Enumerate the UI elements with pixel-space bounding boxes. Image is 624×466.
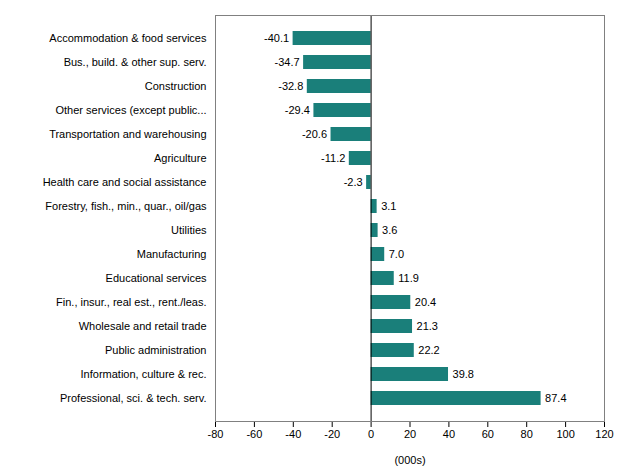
- svg-text:Health care and social assista: Health care and social assistance: [43, 176, 207, 188]
- svg-text:100: 100: [556, 428, 574, 440]
- svg-text:11.9: 11.9: [398, 272, 419, 284]
- svg-text:Information, culture & rec.: Information, culture & rec.: [81, 368, 207, 380]
- svg-text:Agriculture: Agriculture: [154, 152, 207, 164]
- svg-text:-2.3: -2.3: [344, 176, 363, 188]
- svg-text:80: 80: [521, 428, 533, 440]
- svg-text:87.4: 87.4: [545, 392, 566, 404]
- svg-text:-11.2: -11.2: [321, 152, 345, 164]
- svg-text:-20.6: -20.6: [302, 128, 327, 140]
- svg-text:Public administration: Public administration: [105, 344, 207, 356]
- svg-text:40: 40: [443, 428, 455, 440]
- svg-text:Utilities: Utilities: [171, 224, 207, 236]
- svg-text:-40: -40: [285, 428, 301, 440]
- svg-text:Forestry, fish., min., quar.,: Forestry, fish., min., quar., oil/gas: [45, 200, 207, 212]
- svg-text:60: 60: [482, 428, 494, 440]
- svg-text:21.3: 21.3: [417, 320, 438, 332]
- svg-text:(000s): (000s): [394, 454, 425, 466]
- svg-text:Fin., insur., real est., rent.: Fin., insur., real est., rent./leas.: [56, 296, 206, 308]
- svg-text:-20: -20: [324, 428, 340, 440]
- svg-text:Professional, sci. & tech. ser: Professional, sci. & tech. serv.: [60, 392, 207, 404]
- svg-text:120: 120: [595, 428, 613, 440]
- svg-text:Other services (except public.: Other services (except public...: [55, 104, 206, 116]
- svg-text:Transportation and warehousing: Transportation and warehousing: [49, 128, 206, 140]
- svg-text:Educational services: Educational services: [106, 272, 207, 284]
- svg-text:3.6: 3.6: [382, 224, 397, 236]
- svg-text:-60: -60: [246, 428, 262, 440]
- svg-text:3.1: 3.1: [381, 200, 396, 212]
- svg-text:-80: -80: [208, 428, 224, 440]
- svg-text:Wholesale and retail trade: Wholesale and retail trade: [79, 320, 207, 332]
- svg-text:20: 20: [404, 428, 416, 440]
- svg-text:-32.8: -32.8: [278, 80, 303, 92]
- svg-text:20.4: 20.4: [415, 296, 436, 308]
- svg-text:Construction: Construction: [145, 80, 207, 92]
- svg-text:Manufacturing: Manufacturing: [137, 248, 207, 260]
- svg-text:-40.1: -40.1: [264, 32, 289, 44]
- svg-text:39.8: 39.8: [453, 368, 474, 380]
- svg-text:Bus., build. & other sup. serv: Bus., build. & other sup. serv.: [64, 56, 207, 68]
- svg-text:7.0: 7.0: [389, 248, 404, 260]
- svg-text:Accommodation & food services: Accommodation & food services: [49, 32, 207, 44]
- svg-text:-29.4: -29.4: [285, 104, 310, 116]
- svg-text:0: 0: [368, 428, 374, 440]
- svg-text:22.2: 22.2: [418, 344, 439, 356]
- svg-text:-34.7: -34.7: [275, 56, 300, 68]
